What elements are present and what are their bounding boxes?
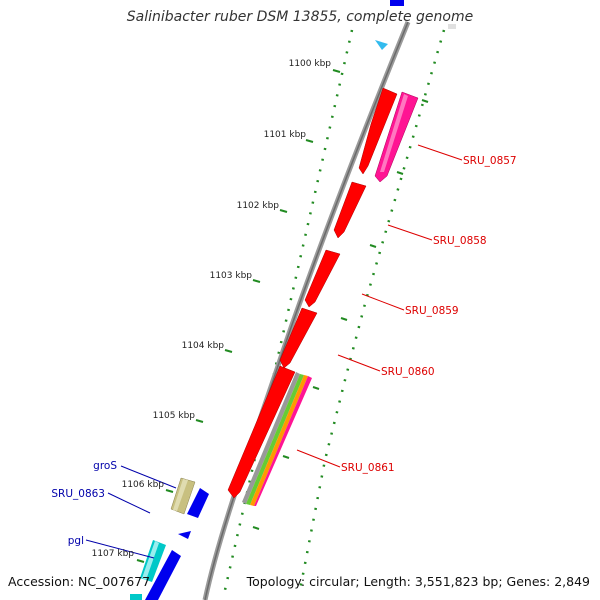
gene-SRU_0861-a [227,365,296,499]
gene-label-SRU_0858: SRU_0858 [433,235,487,247]
gene-label-SRU_0861: SRU_0861 [341,462,395,474]
outer-dotted-track [298,29,446,591]
scale-label: 1103 kbp [210,271,253,281]
gene-label-SRU_0860: SRU_0860 [381,366,435,378]
gene-labels: SRU_0857 SRU_0858 SRU_0859 SRU_0860 SRU_… [51,155,516,547]
gene-SRU_0858 [333,181,367,239]
gene-SRU_0857-a [358,87,398,175]
scale-labels: 1100 kbp 1101 kbp 1102 kbp 1103 kbp 1104… [92,59,332,559]
scale-label: 1105 kbp [153,411,196,421]
scale-label: 1101 kbp [264,130,307,140]
scale-label: 1107 kbp [92,549,135,559]
reverse-genes [227,87,419,506]
gene-SRU_0863 [187,488,209,518]
gene-label-groS: groS [93,460,117,472]
scale-label: 1106 kbp [122,480,165,490]
gene-label-SRU_0857: SRU_0857 [463,155,517,167]
gene-label-pgl: pgl [68,535,84,547]
forward-genes [130,477,209,600]
genome-summary-text: Topology: circular; Length: 3,551,823 bp… [246,574,590,589]
inner-dotted-track [223,29,354,591]
gene-label-SRU_0859: SRU_0859 [405,305,459,317]
scale-label: 1102 kbp [237,201,280,211]
scale-label: 1104 kbp [182,341,225,351]
gene-SRU_0860 [279,307,318,369]
accession-text: Accession: NC_007677 [8,574,151,589]
gene-label-SRU_0863: SRU_0863 [51,488,105,500]
scale-label: 1100 kbp [289,59,332,69]
callout-lines [85,144,463,559]
gene-SRU_0859 [304,249,341,308]
small-cyan-gene [375,40,388,50]
scale-ticks [136,69,341,563]
map-title: Salinibacter ruber DSM 13855, complete g… [126,9,474,25]
small-blue-arrow [178,531,191,539]
outer-track-ticks [252,99,429,530]
